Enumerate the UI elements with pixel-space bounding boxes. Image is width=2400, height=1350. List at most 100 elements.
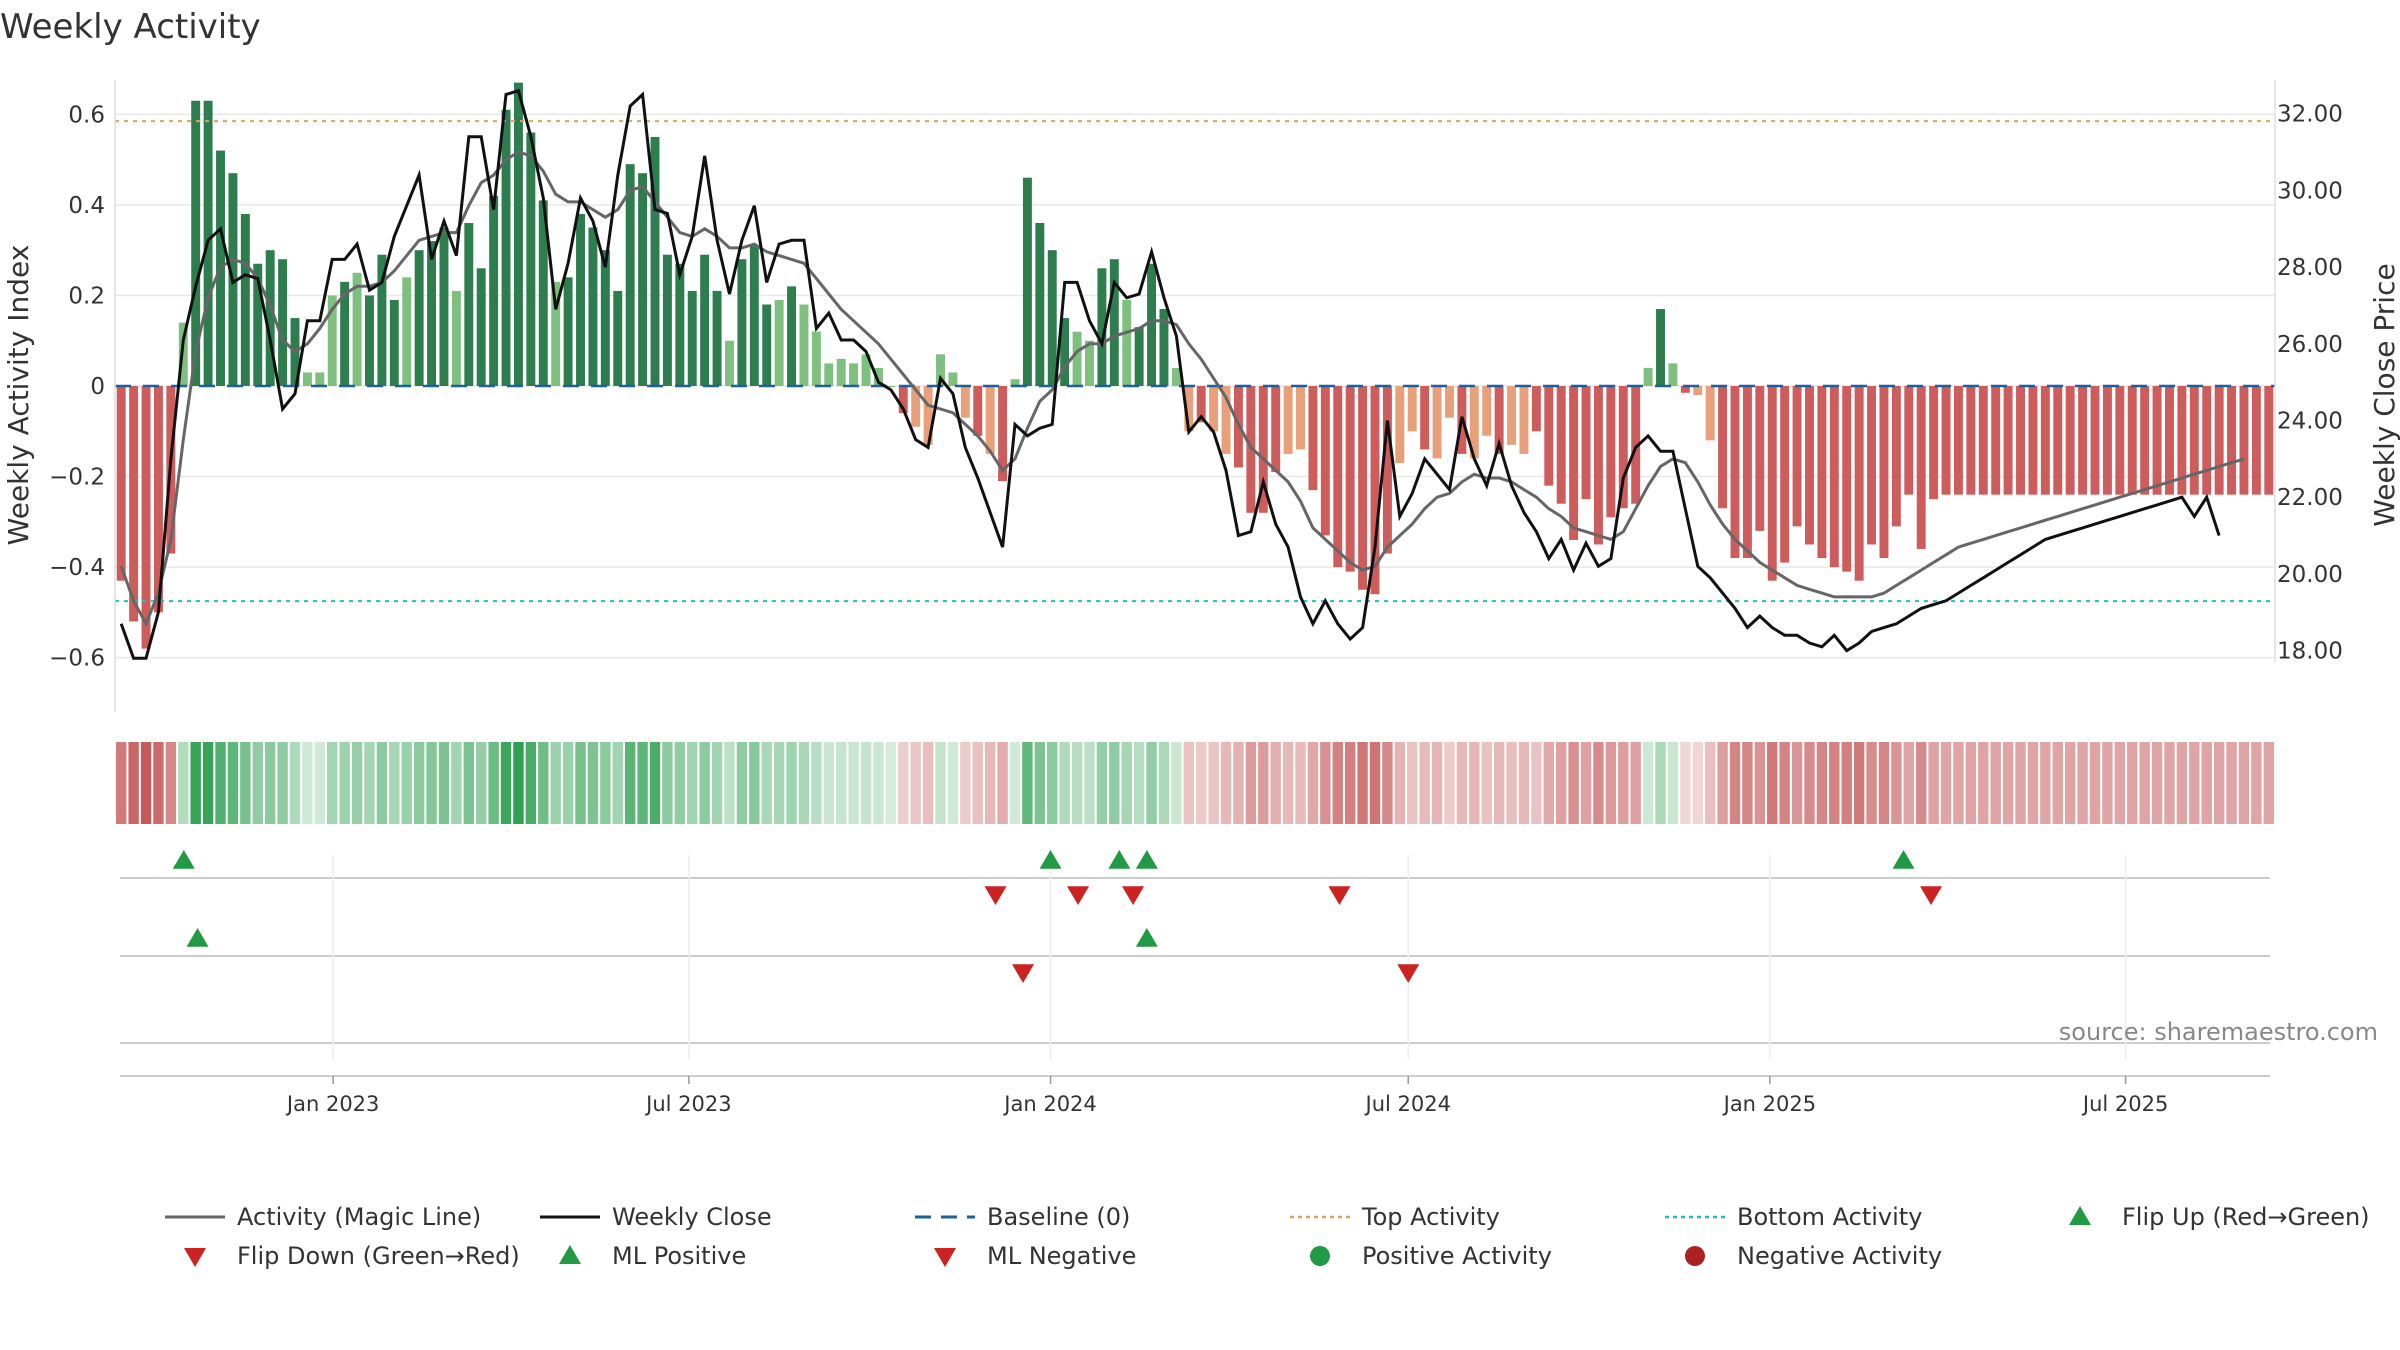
y2-tick-label: 30.00 (2277, 178, 2343, 204)
activity-bar (1283, 386, 1293, 454)
activity-bar (811, 331, 821, 386)
strip-cell (1978, 742, 1989, 824)
y-axis-label: Weekly Activity Index (2, 245, 35, 546)
strip-cell (190, 742, 201, 824)
strip-cell (2201, 742, 2212, 824)
flip-down-marker (1920, 886, 1943, 905)
activity-bar (1643, 367, 1653, 386)
activity-bar (898, 386, 908, 414)
activity-bar (1618, 386, 1628, 509)
y2-tick-label: 24.00 (2277, 409, 2343, 435)
activity-bar (253, 263, 263, 386)
activity-bar (886, 386, 896, 387)
legend: Activity (Magic Line) Weekly Close Baselin… (165, 1203, 2370, 1270)
activity-bar (1742, 386, 1752, 559)
strip-cell (823, 742, 834, 824)
activity-bar (1159, 309, 1169, 386)
activity-bar (588, 227, 598, 386)
legend-swatch (559, 1245, 581, 1264)
strip-cell (2238, 742, 2250, 824)
chart-title: Weekly Activity (0, 7, 261, 47)
strip-cell (264, 742, 276, 824)
legend-swatch (2069, 1206, 2091, 1225)
strip-cell (240, 742, 251, 824)
strip-cell (476, 742, 487, 824)
strip-cell (1146, 742, 1157, 824)
activity-bar (439, 227, 449, 386)
strip-cell (674, 742, 686, 824)
activity-bar (389, 299, 399, 386)
activity-bars (116, 82, 2274, 649)
strip-cell (339, 742, 350, 824)
ml-positive-marker (1135, 928, 1158, 947)
reference-lines (115, 120, 2275, 603)
activity-bar (1569, 386, 1579, 540)
activity-bar (1718, 386, 1728, 509)
strip-cell (140, 742, 152, 824)
strip-cell (1394, 742, 1406, 824)
strip-cell (1642, 742, 1654, 824)
strip-cell (2015, 742, 2026, 824)
grid-lines (115, 113, 2275, 659)
activity-bar (2016, 386, 2025, 495)
legend-label: ML Positive (612, 1242, 746, 1270)
strip-cell (1791, 742, 1803, 824)
legend-label: Baseline (0) (987, 1203, 1130, 1231)
activity-bar (2264, 386, 2274, 495)
legend-label: Flip Up (Red→Green) (2122, 1203, 2370, 1231)
strip-cell (1742, 742, 1753, 824)
y2-tick-label: 32.00 (2277, 102, 2343, 128)
activity-bar (1631, 386, 1641, 504)
activity-bar (1680, 386, 1690, 393)
activity-bar (302, 372, 312, 386)
activity-bar (1432, 386, 1442, 459)
activity-bar (1060, 318, 1070, 386)
ml-negative-marker (1397, 964, 1420, 983)
activity-bar (1991, 386, 2001, 495)
activity-bar (1891, 386, 1901, 527)
strip-cell (153, 742, 164, 824)
strip-cell (612, 742, 623, 824)
strip-cell (1282, 742, 1294, 824)
strip-cell (1369, 742, 1381, 824)
activity-bar (1668, 363, 1678, 386)
strip-cell (1431, 742, 1443, 824)
strip-cell (1133, 742, 1145, 824)
source-note: source: sharemaestro.com (2059, 1018, 2378, 1046)
strip-cell (836, 742, 847, 824)
strip-cell (178, 742, 189, 824)
activity-bar (799, 304, 809, 386)
activity-bar (1035, 223, 1045, 386)
activity-bar (191, 100, 201, 386)
strip-cell (885, 742, 897, 824)
flip-down-marker (1328, 886, 1351, 905)
strip-cell (1382, 742, 1393, 824)
activity-bar (2040, 386, 2050, 495)
strip-cell (2064, 742, 2076, 824)
activity-bar (1109, 259, 1119, 386)
ml-positive-marker (186, 928, 209, 947)
activity-bar (315, 372, 325, 386)
strip-cell (1109, 742, 1120, 824)
strip-cell (2164, 742, 2175, 824)
activity-bar (650, 136, 660, 386)
strip-cell (1096, 742, 1108, 824)
activity-bar (1333, 386, 1343, 568)
strip-cell (2127, 742, 2138, 824)
strip-cell (1618, 742, 1629, 824)
activity-bar (985, 386, 995, 454)
strip-cell (314, 742, 326, 824)
activity-bar (1196, 386, 1206, 423)
strip-cell (1171, 742, 1182, 824)
strip-cell (687, 742, 698, 824)
activity-bar (2251, 386, 2261, 495)
activity-bar (1184, 386, 1194, 432)
legend-swatch (1685, 1246, 1705, 1266)
activity-bar (1581, 386, 1591, 500)
strip-cell (1990, 742, 2001, 824)
activity-bar (1382, 386, 1392, 554)
activity-bar (1544, 386, 1554, 486)
strip-cell (724, 742, 735, 824)
strip-cell (1928, 742, 1939, 824)
y-tick-label: −0.2 (49, 465, 105, 491)
